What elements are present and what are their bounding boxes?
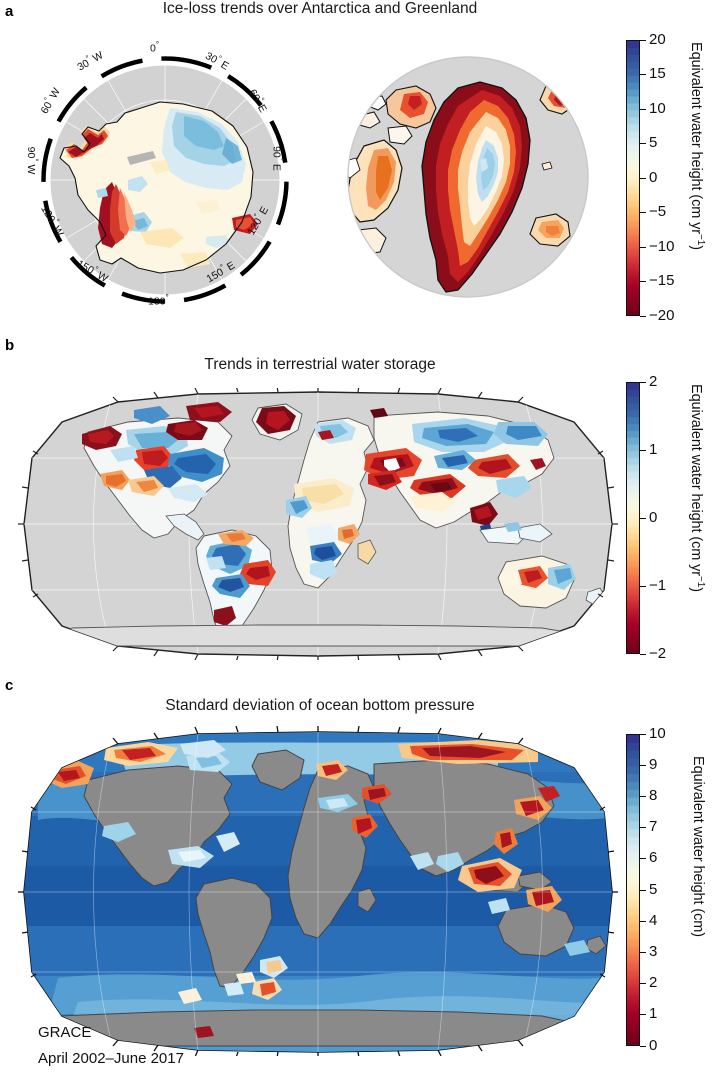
tick-mark bbox=[640, 889, 646, 891]
tick-mark bbox=[640, 246, 646, 248]
tick-mark bbox=[640, 177, 646, 179]
tick-mark bbox=[640, 653, 646, 655]
colorbar-axis-label-b: Equivalent water height (cm yr−1) bbox=[688, 384, 706, 592]
tick-mark bbox=[640, 143, 646, 144]
colorbar-ticks-a: 20 15 10 5 0 −5 −10 −15 −20 bbox=[640, 32, 710, 323]
tick-mark bbox=[640, 795, 646, 797]
lon-label-180: 180° bbox=[148, 293, 169, 308]
greenland-polar-map bbox=[330, 42, 610, 322]
tick-mark bbox=[640, 951, 646, 953]
tick-mark bbox=[640, 74, 646, 75]
colorbar-ticks-c: 10 9 8 7 6 5 4 3 2 1 0 bbox=[640, 726, 710, 1053]
tick-mark bbox=[640, 920, 646, 922]
lon-label-90E: 90° E bbox=[270, 146, 285, 171]
tick-label: 1 bbox=[649, 1005, 658, 1023]
colorbar-axis-label-c: Equivalent water height (cm) bbox=[690, 756, 706, 937]
panel-letter-a: a bbox=[5, 3, 14, 20]
colorbar-ticks-b: 2 1 0 −1 −2 bbox=[640, 374, 710, 661]
world-tws-map bbox=[18, 388, 618, 660]
panel-letter-c: c bbox=[5, 677, 14, 694]
tick-label: −15 bbox=[649, 272, 675, 289]
tick-label: 7 bbox=[649, 818, 658, 836]
tick-label: 8 bbox=[649, 786, 658, 804]
tick-label: −20 bbox=[649, 306, 675, 324]
tick-mark bbox=[640, 983, 646, 985]
tick-label: −10 bbox=[649, 237, 675, 255]
tick-mark bbox=[640, 281, 646, 282]
colorbar-axis-label-a: Equivalent water height (cm yr−1) bbox=[688, 42, 706, 250]
tick-mark bbox=[640, 764, 646, 766]
tick-label: 1 bbox=[649, 440, 658, 458]
tick-mark bbox=[640, 1045, 646, 1047]
lon-label-90W: 90° W bbox=[24, 146, 40, 175]
tick-mark bbox=[640, 449, 646, 451]
lon-label-0: 0° bbox=[150, 40, 160, 55]
tick-label: 2 bbox=[649, 974, 658, 992]
tick-label: −5 bbox=[649, 203, 667, 220]
tick-mark bbox=[640, 827, 646, 829]
tick-label: −1 bbox=[649, 576, 667, 594]
tick-label: 10 bbox=[649, 99, 666, 117]
colorbar-panel-a: 20 15 10 5 0 −5 −10 −15 −20 Equivalent water hei… bbox=[626, 32, 720, 323]
antarctica-polar-map: 0° 30° E 60° E 90° E 120° E 150° E 180° … bbox=[20, 32, 310, 322]
tick-label: 4 bbox=[649, 911, 658, 929]
tick-label: 10 bbox=[649, 724, 666, 742]
world-obp-map bbox=[18, 726, 618, 1056]
tick-label: 6 bbox=[649, 849, 658, 867]
tick-label: 0 bbox=[649, 508, 658, 526]
tick-mark bbox=[640, 858, 646, 860]
colorbar-gradient-a bbox=[626, 40, 640, 316]
tick-label: 5 bbox=[649, 134, 658, 151]
tick-mark bbox=[640, 39, 646, 41]
colorbar-panel-c: 10 9 8 7 6 5 4 3 2 1 0 Equivalent water height (cm… bbox=[626, 726, 720, 1053]
tick-label: 0 bbox=[649, 1036, 658, 1054]
tick-label: 2 bbox=[649, 372, 658, 390]
figure-caption-line2: April 2002–June 2017 bbox=[38, 1050, 184, 1067]
figure-caption-line1: GRACE bbox=[38, 1024, 92, 1041]
panel-title-b: Trends in terrestrial water storage bbox=[204, 356, 436, 373]
tick-mark bbox=[640, 212, 646, 213]
colorbar-panel-b: 2 1 0 −1 −2 Equivalent water height (cm yr−1… bbox=[626, 374, 720, 661]
tick-label: 9 bbox=[649, 755, 658, 773]
tick-mark bbox=[640, 108, 646, 110]
tick-mark bbox=[640, 1014, 646, 1016]
tick-label: −2 bbox=[649, 644, 667, 662]
tick-label: 5 bbox=[649, 880, 658, 898]
tick-mark bbox=[640, 517, 646, 519]
colorbar-gradient-c bbox=[626, 734, 640, 1046]
tick-label: 20 bbox=[649, 30, 666, 48]
panel-title-a: Ice-loss trends over Antarctica and Gree… bbox=[162, 0, 478, 17]
tick-mark bbox=[640, 585, 646, 587]
tick-mark bbox=[640, 381, 646, 383]
tick-label: 3 bbox=[649, 942, 658, 960]
tick-mark bbox=[640, 315, 646, 317]
panel-letter-b: b bbox=[5, 337, 15, 354]
panel-title-c: Standard deviation of ocean bottom press… bbox=[165, 697, 475, 714]
colorbar-gradient-b bbox=[626, 382, 640, 654]
tick-label: 15 bbox=[649, 65, 666, 82]
tick-label: 0 bbox=[649, 168, 658, 186]
tick-mark bbox=[640, 733, 646, 735]
